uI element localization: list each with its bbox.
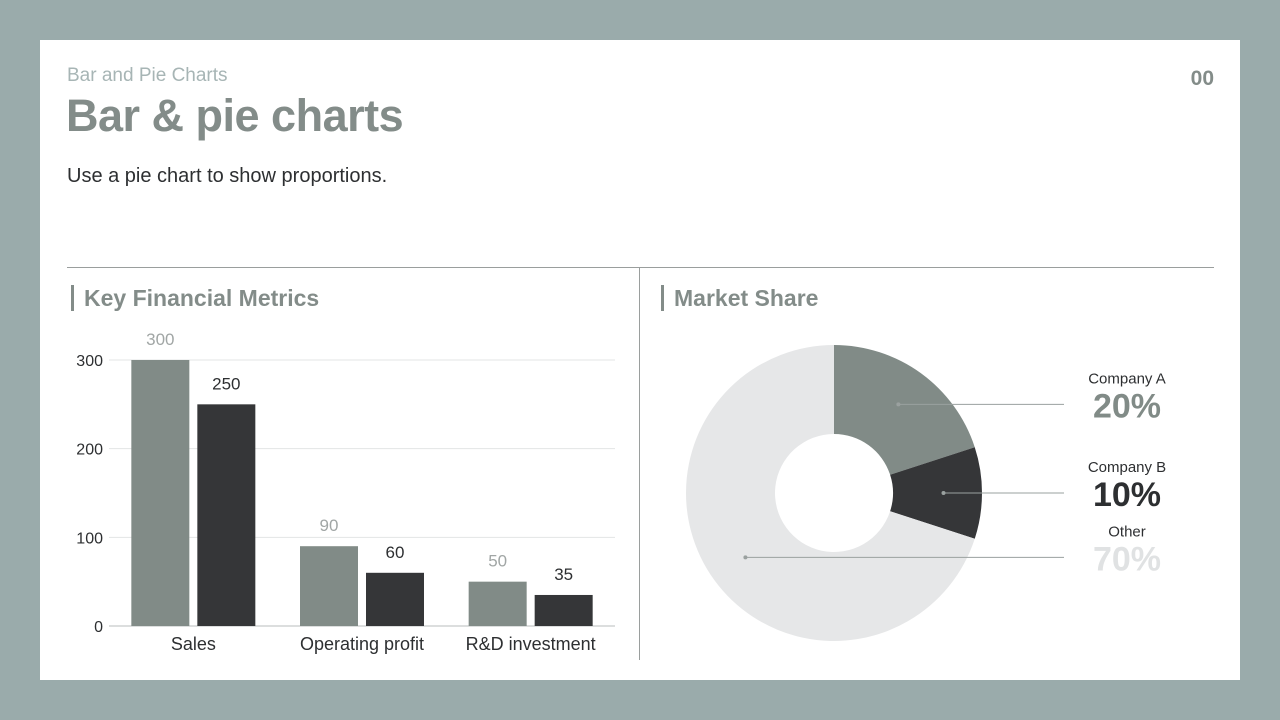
page-number: 00 [1190, 67, 1214, 90]
pie-slice [686, 345, 975, 642]
center-divider [639, 267, 640, 660]
slice-name-label: Company B [1088, 459, 1166, 476]
bar-data-label: 50 [488, 552, 507, 571]
slice-percent-label: 20% [1093, 387, 1161, 425]
slice-name-label: Company A [1088, 370, 1166, 387]
top-divider [67, 267, 1214, 268]
y-tick-label: 300 [76, 353, 103, 370]
bar-chart-title: Key Financial Metrics [71, 285, 319, 311]
bar-data-label: 300 [146, 330, 174, 349]
y-tick-label: 200 [76, 442, 103, 459]
bar-chart: 0 100 200 300 300 250 Sales 90 60 Operating profi… [76, 330, 615, 654]
pie-chart-title: Market Share [661, 285, 818, 311]
x-tick-label: Operating profit [300, 634, 424, 654]
bar [468, 581, 527, 626]
bar [300, 546, 358, 626]
slide: Bar and Pie Charts Bar & pie charts Use … [40, 40, 1240, 680]
bar-data-label: 250 [212, 374, 240, 393]
bar [366, 572, 424, 626]
page-subtitle: Use a pie chart to show proportions. [67, 165, 388, 187]
section-label: Bar and Pie Charts [67, 65, 228, 86]
pie-slice [890, 447, 982, 539]
x-tick-label: Sales [171, 634, 216, 654]
bar [197, 404, 256, 626]
pie-slice [834, 345, 975, 475]
slice-percent-label: 10% [1093, 476, 1161, 514]
bar [131, 360, 190, 626]
y-tick-label: 100 [76, 530, 103, 547]
bar-data-label: 90 [320, 516, 339, 535]
x-tick-label: R&D investment [466, 634, 596, 654]
bar-data-label: 60 [386, 543, 405, 562]
y-tick-label: 0 [94, 619, 103, 636]
bar-data-label: 35 [554, 565, 573, 584]
bar [534, 594, 593, 626]
slice-percent-label: 70% [1093, 540, 1161, 578]
slice-name-label: Other [1108, 523, 1146, 540]
page-title: Bar & pie charts [66, 90, 404, 141]
